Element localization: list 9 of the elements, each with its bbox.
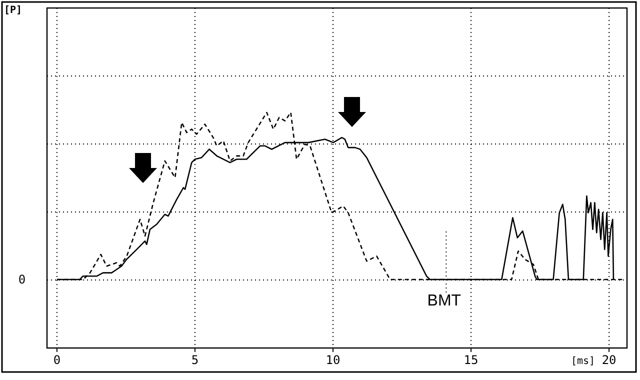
x-tick-label: 5 xyxy=(191,353,199,367)
x-axis-title: [ms] xyxy=(570,356,596,367)
text: [P] xyxy=(4,5,22,16)
ref-line-label: BMT xyxy=(427,292,462,310)
x-tick-label: 15 xyxy=(464,353,478,367)
x-tick-label: 10 xyxy=(326,353,340,367)
x-tick-label: 0 xyxy=(53,353,61,367)
x-tick-label: 20 xyxy=(602,353,616,367)
text: 0 xyxy=(18,272,26,286)
